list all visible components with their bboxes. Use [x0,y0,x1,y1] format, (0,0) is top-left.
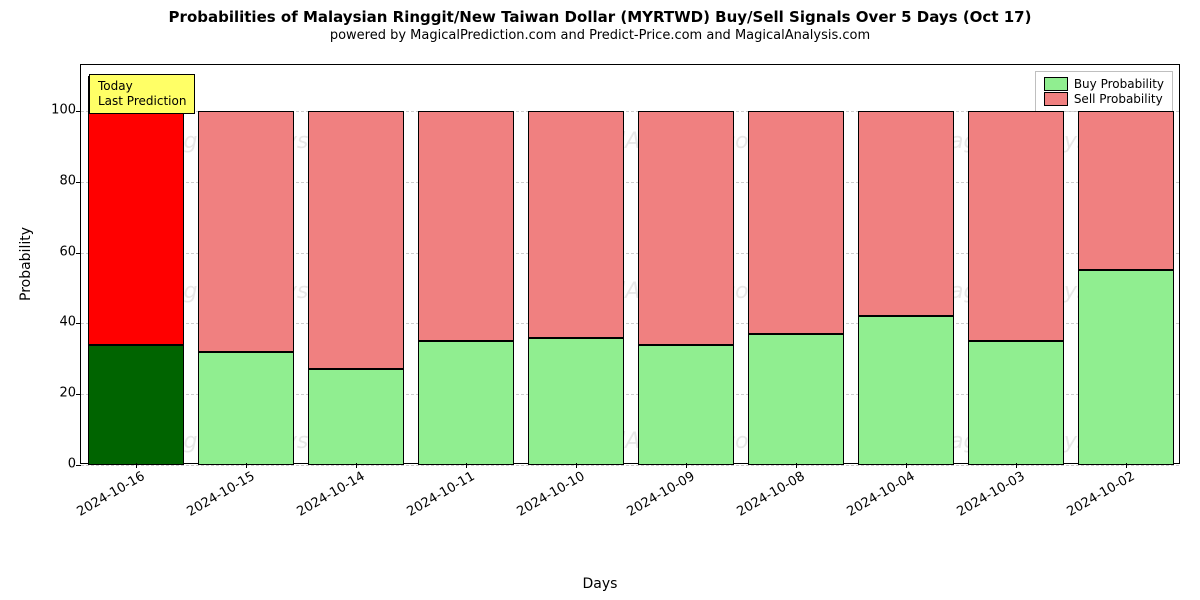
x-tick-mark [686,463,687,468]
bar-sell [528,111,625,338]
legend-label-buy: Buy Probability [1074,77,1164,91]
bar-sell [968,111,1065,341]
bar-buy [418,341,515,465]
x-tick-mark [136,463,137,468]
annotation-line1: Today [98,79,186,94]
y-tick-label: 20 [36,386,76,401]
annotation-line2: Last Prediction [98,94,186,109]
x-tick-mark [906,463,907,468]
x-tick-mark [796,463,797,468]
bar-buy [308,369,405,465]
legend-swatch-buy [1044,77,1068,91]
bar-buy [858,316,955,465]
x-tick-mark [1016,463,1017,468]
y-tick-mark [76,111,81,112]
x-tick-mark [356,463,357,468]
y-tick-label: 60 [36,244,76,259]
y-tick-label: 100 [36,103,76,118]
x-tick-label: 2024-10-03 [955,469,1028,520]
y-tick-label: 80 [36,173,76,188]
y-tick-mark [76,182,81,183]
y-tick-mark [76,253,81,254]
legend-item-sell: Sell Probability [1044,92,1164,106]
annotation-today: TodayLast Prediction [89,74,195,114]
x-tick-mark [576,463,577,468]
y-tick-mark [76,323,81,324]
bar-sell [198,111,295,352]
x-tick-mark [246,463,247,468]
x-tick-label: 2024-10-11 [405,469,478,520]
bar-sell [418,111,515,341]
x-tick-label: 2024-10-04 [845,469,918,520]
x-tick-mark [466,463,467,468]
chart-title: Probabilities of Malaysian Ringgit/New T… [0,8,1200,26]
legend-item-buy: Buy Probability [1044,77,1164,91]
y-tick-label: 40 [36,315,76,330]
x-tick-label: 2024-10-09 [625,469,698,520]
bar-buy [638,345,735,465]
y-tick-mark [76,465,81,466]
y-axis-label: Probability [18,227,34,301]
bar-buy [528,338,625,465]
bar-buy [968,341,1065,465]
y-tick-label: 0 [36,457,76,472]
bar-buy [748,334,845,465]
bar-sell [308,111,405,369]
x-tick-label: 2024-10-08 [735,469,808,520]
y-tick-mark [76,394,81,395]
legend-label-sell: Sell Probability [1074,92,1163,106]
bar-sell [638,111,735,345]
bar-buy [198,352,295,465]
legend: Buy Probability Sell Probability [1035,71,1173,112]
bar-buy [88,345,185,465]
bar-sell [1078,111,1175,270]
bar-sell [748,111,845,334]
bar-sell [858,111,955,316]
x-axis-label: Days [583,576,618,592]
bar-sell [88,76,185,345]
x-tick-label: 2024-10-15 [185,469,258,520]
x-tick-label: 2024-10-16 [75,469,148,520]
x-tick-label: 2024-10-02 [1065,469,1138,520]
chart-container: Probabilities of Malaysian Ringgit/New T… [0,8,1200,600]
plot-area: Buy Probability Sell Probability Magical… [80,64,1180,464]
x-tick-label: 2024-10-10 [515,469,588,520]
chart-subtitle: powered by MagicalPrediction.com and Pre… [0,28,1200,43]
bar-buy [1078,270,1175,465]
x-tick-label: 2024-10-14 [295,469,368,520]
legend-swatch-sell [1044,92,1068,106]
x-tick-mark [1126,463,1127,468]
